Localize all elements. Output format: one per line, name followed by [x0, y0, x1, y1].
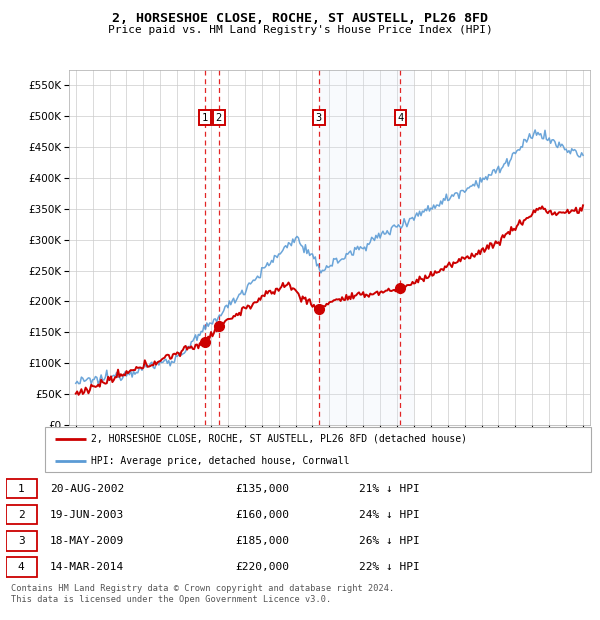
Text: £185,000: £185,000: [235, 536, 289, 546]
Bar: [319, 70, 414, 425]
Text: 2: 2: [18, 510, 25, 520]
Text: 3: 3: [316, 113, 322, 123]
Text: 18-MAY-2009: 18-MAY-2009: [50, 536, 124, 546]
Text: 4: 4: [18, 562, 25, 572]
Text: 2: 2: [215, 113, 222, 123]
Text: 3: 3: [18, 536, 25, 546]
Text: Contains HM Land Registry data © Crown copyright and database right 2024.: Contains HM Land Registry data © Crown c…: [11, 584, 394, 593]
Text: £220,000: £220,000: [235, 562, 289, 572]
FancyBboxPatch shape: [6, 557, 37, 577]
Text: This data is licensed under the Open Government Licence v3.0.: This data is licensed under the Open Gov…: [11, 595, 331, 604]
Text: 22% ↓ HPI: 22% ↓ HPI: [359, 562, 419, 572]
Text: HPI: Average price, detached house, Cornwall: HPI: Average price, detached house, Corn…: [91, 456, 350, 466]
Text: £160,000: £160,000: [235, 510, 289, 520]
FancyBboxPatch shape: [45, 427, 591, 472]
Text: 19-JUN-2003: 19-JUN-2003: [50, 510, 124, 520]
Text: Price paid vs. HM Land Registry's House Price Index (HPI): Price paid vs. HM Land Registry's House …: [107, 25, 493, 35]
Text: 2, HORSESHOE CLOSE, ROCHE, ST AUSTELL, PL26 8FD (detached house): 2, HORSESHOE CLOSE, ROCHE, ST AUSTELL, P…: [91, 434, 467, 444]
Text: 1: 1: [202, 113, 208, 123]
Text: 2, HORSESHOE CLOSE, ROCHE, ST AUSTELL, PL26 8FD: 2, HORSESHOE CLOSE, ROCHE, ST AUSTELL, P…: [112, 12, 488, 25]
Text: 14-MAR-2014: 14-MAR-2014: [50, 562, 124, 572]
Text: 1: 1: [18, 484, 25, 494]
Text: 20-AUG-2002: 20-AUG-2002: [50, 484, 124, 494]
FancyBboxPatch shape: [6, 479, 37, 498]
Text: 24% ↓ HPI: 24% ↓ HPI: [359, 510, 419, 520]
FancyBboxPatch shape: [6, 505, 37, 525]
Text: 21% ↓ HPI: 21% ↓ HPI: [359, 484, 419, 494]
Text: £135,000: £135,000: [235, 484, 289, 494]
Text: 26% ↓ HPI: 26% ↓ HPI: [359, 536, 419, 546]
Text: 4: 4: [397, 113, 404, 123]
FancyBboxPatch shape: [6, 531, 37, 551]
